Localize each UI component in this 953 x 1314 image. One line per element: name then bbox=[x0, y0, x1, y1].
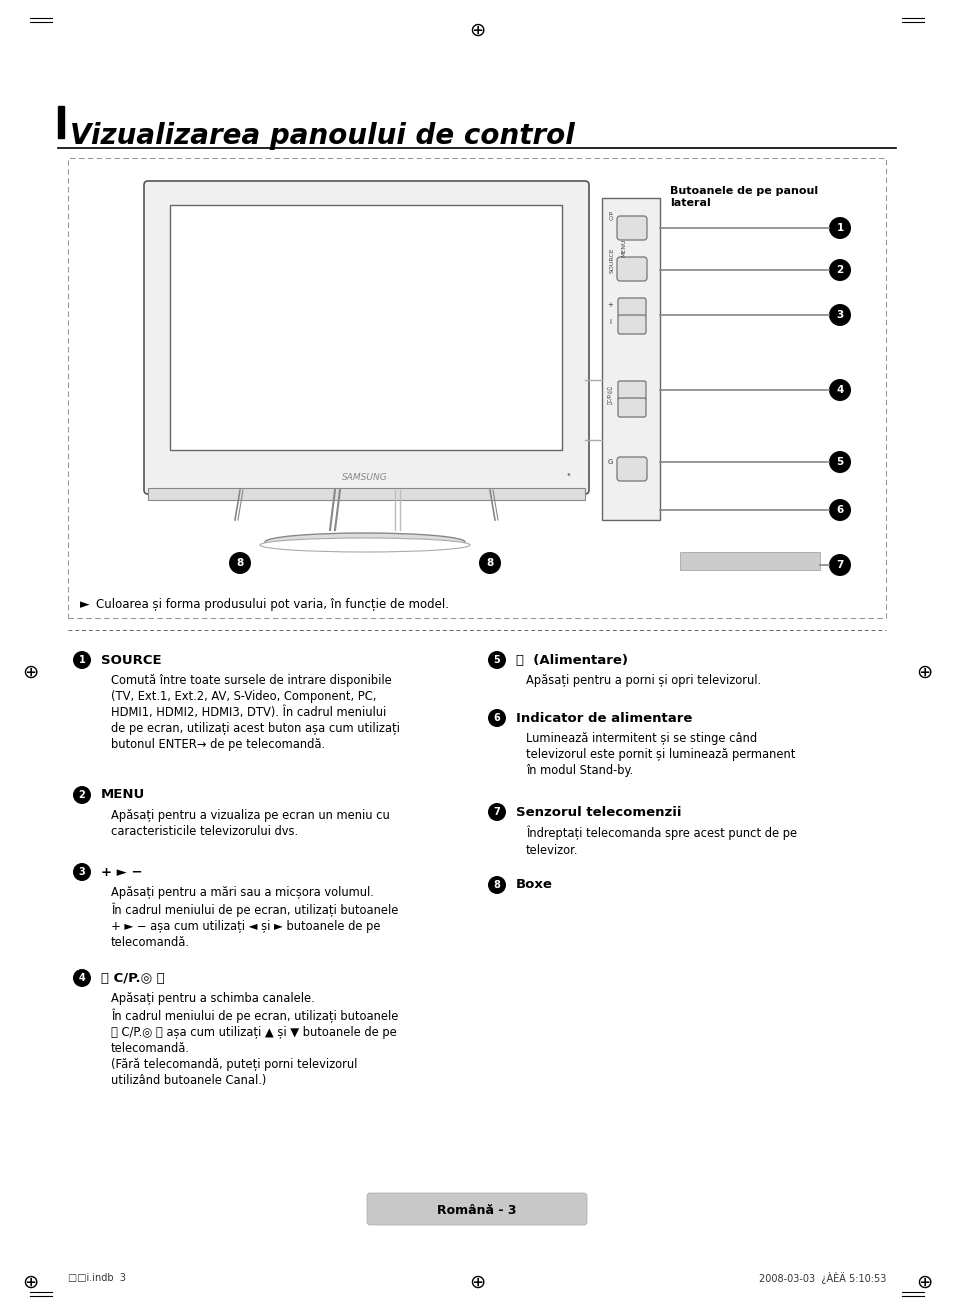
Text: MENU: MENU bbox=[620, 239, 626, 258]
FancyBboxPatch shape bbox=[617, 215, 646, 240]
Text: •: • bbox=[564, 470, 570, 480]
Text: ⊕: ⊕ bbox=[22, 662, 38, 682]
Text: 2: 2 bbox=[836, 265, 842, 275]
Text: 2008-03-03  ¿ÀÈÄ 5:10:53: 2008-03-03 ¿ÀÈÄ 5:10:53 bbox=[758, 1272, 885, 1284]
Text: Comută între toate sursele de intrare disponibile
(TV, Ext.1, Ext.2, AV, S-Video: Comută între toate sursele de intrare di… bbox=[111, 674, 399, 752]
Circle shape bbox=[828, 555, 850, 576]
Circle shape bbox=[828, 217, 850, 239]
FancyBboxPatch shape bbox=[617, 457, 646, 481]
Text: Apăsați pentru a porni și opri televizorul.: Apăsați pentru a porni și opri televizor… bbox=[525, 674, 760, 687]
Text: Apăsați pentru a schimba canalele.
În cadrul meniului de pe ecran, utilizați but: Apăsați pentru a schimba canalele. În ca… bbox=[111, 992, 398, 1087]
Text: Apăsați pentru a mări sau a micșora volumul.
În cadrul meniului de pe ecran, uti: Apăsați pentru a mări sau a micșora volu… bbox=[111, 886, 398, 949]
Text: 4: 4 bbox=[78, 972, 85, 983]
FancyBboxPatch shape bbox=[618, 315, 645, 334]
Text: 6: 6 bbox=[493, 714, 500, 723]
Text: ⊕: ⊕ bbox=[22, 1272, 38, 1292]
Text: □□i.indb  3: □□i.indb 3 bbox=[68, 1273, 126, 1282]
Text: ►: ► bbox=[80, 598, 90, 611]
Circle shape bbox=[229, 552, 251, 574]
Text: C/P: C/P bbox=[609, 210, 614, 219]
Text: 〈 C/P.◎ 〉: 〈 C/P.◎ 〉 bbox=[101, 971, 165, 984]
Text: SAMSUNG: SAMSUNG bbox=[342, 473, 388, 482]
Bar bbox=[68, 158, 885, 618]
FancyBboxPatch shape bbox=[367, 1193, 586, 1225]
FancyBboxPatch shape bbox=[617, 258, 646, 281]
Text: Luminează intermitent și se stinge când
televizorul este pornit și luminează per: Luminează intermitent și se stinge când … bbox=[525, 732, 795, 777]
Text: 1: 1 bbox=[836, 223, 842, 233]
Circle shape bbox=[828, 259, 850, 281]
Text: ⊕: ⊕ bbox=[468, 21, 485, 39]
Text: ⊕: ⊕ bbox=[915, 1272, 931, 1292]
Text: Vizualizarea panoului de control: Vizualizarea panoului de control bbox=[70, 122, 574, 150]
Bar bbox=[679, 552, 820, 570]
Text: 8: 8 bbox=[236, 558, 243, 568]
Bar bbox=[170, 205, 561, 449]
Ellipse shape bbox=[265, 533, 464, 551]
Text: SOURCE: SOURCE bbox=[609, 247, 614, 273]
Text: 4: 4 bbox=[836, 385, 842, 396]
Text: I: I bbox=[608, 319, 610, 325]
Text: Indicator de alimentare: Indicator de alimentare bbox=[516, 711, 692, 724]
FancyBboxPatch shape bbox=[618, 398, 645, 417]
Text: ⏻  (Alimentare): ⏻ (Alimentare) bbox=[516, 653, 627, 666]
Circle shape bbox=[828, 304, 850, 326]
Circle shape bbox=[73, 863, 91, 880]
Text: 6: 6 bbox=[836, 505, 842, 515]
Text: 7: 7 bbox=[836, 560, 842, 570]
Text: ⊕: ⊕ bbox=[915, 662, 931, 682]
Text: G: G bbox=[607, 459, 612, 465]
Text: 2: 2 bbox=[78, 790, 85, 800]
Circle shape bbox=[828, 378, 850, 401]
Text: 7: 7 bbox=[493, 807, 500, 817]
FancyBboxPatch shape bbox=[144, 181, 588, 494]
Circle shape bbox=[488, 803, 505, 821]
Circle shape bbox=[488, 710, 505, 727]
Circle shape bbox=[828, 499, 850, 520]
FancyBboxPatch shape bbox=[618, 298, 645, 317]
Circle shape bbox=[488, 650, 505, 669]
Text: 8: 8 bbox=[493, 880, 500, 890]
Bar bbox=[601, 198, 659, 520]
Circle shape bbox=[73, 968, 91, 987]
Text: 5: 5 bbox=[836, 457, 842, 466]
Text: 5: 5 bbox=[493, 654, 500, 665]
Text: 3: 3 bbox=[78, 867, 85, 876]
Text: SOURCE: SOURCE bbox=[101, 653, 161, 666]
Text: Boxe: Boxe bbox=[516, 879, 553, 891]
Bar bbox=[148, 487, 584, 501]
Circle shape bbox=[488, 876, 505, 894]
Text: ⊕: ⊕ bbox=[468, 1272, 485, 1292]
Ellipse shape bbox=[260, 537, 470, 552]
Text: 3: 3 bbox=[836, 310, 842, 321]
Text: Apăsați pentru a vizualiza pe ecran un meniu cu
caracteristicile televizorului d: Apăsați pentru a vizualiza pe ecran un m… bbox=[111, 809, 390, 838]
Text: Îndreptați telecomanda spre acest punct de pe
televizor.: Îndreptați telecomanda spre acest punct … bbox=[525, 827, 797, 857]
Text: MENU: MENU bbox=[101, 788, 145, 802]
Text: 8: 8 bbox=[486, 558, 493, 568]
Text: 〈C/P.◎〉: 〈C/P.◎〉 bbox=[607, 386, 612, 405]
Text: Română - 3: Română - 3 bbox=[436, 1204, 517, 1217]
FancyBboxPatch shape bbox=[618, 381, 645, 399]
Circle shape bbox=[73, 786, 91, 804]
Text: Culoarea și forma produsului pot varia, în funcție de model.: Culoarea și forma produsului pot varia, … bbox=[96, 598, 449, 611]
Text: +: + bbox=[606, 302, 612, 307]
Circle shape bbox=[828, 451, 850, 473]
Circle shape bbox=[478, 552, 500, 574]
Text: Senzorul telecomenzii: Senzorul telecomenzii bbox=[516, 805, 680, 819]
Text: + ► −: + ► − bbox=[101, 866, 143, 879]
Text: 1: 1 bbox=[78, 654, 85, 665]
Text: Butoanele de pe panoul
lateral: Butoanele de pe panoul lateral bbox=[669, 187, 818, 208]
Circle shape bbox=[73, 650, 91, 669]
Bar bbox=[58, 106, 64, 138]
